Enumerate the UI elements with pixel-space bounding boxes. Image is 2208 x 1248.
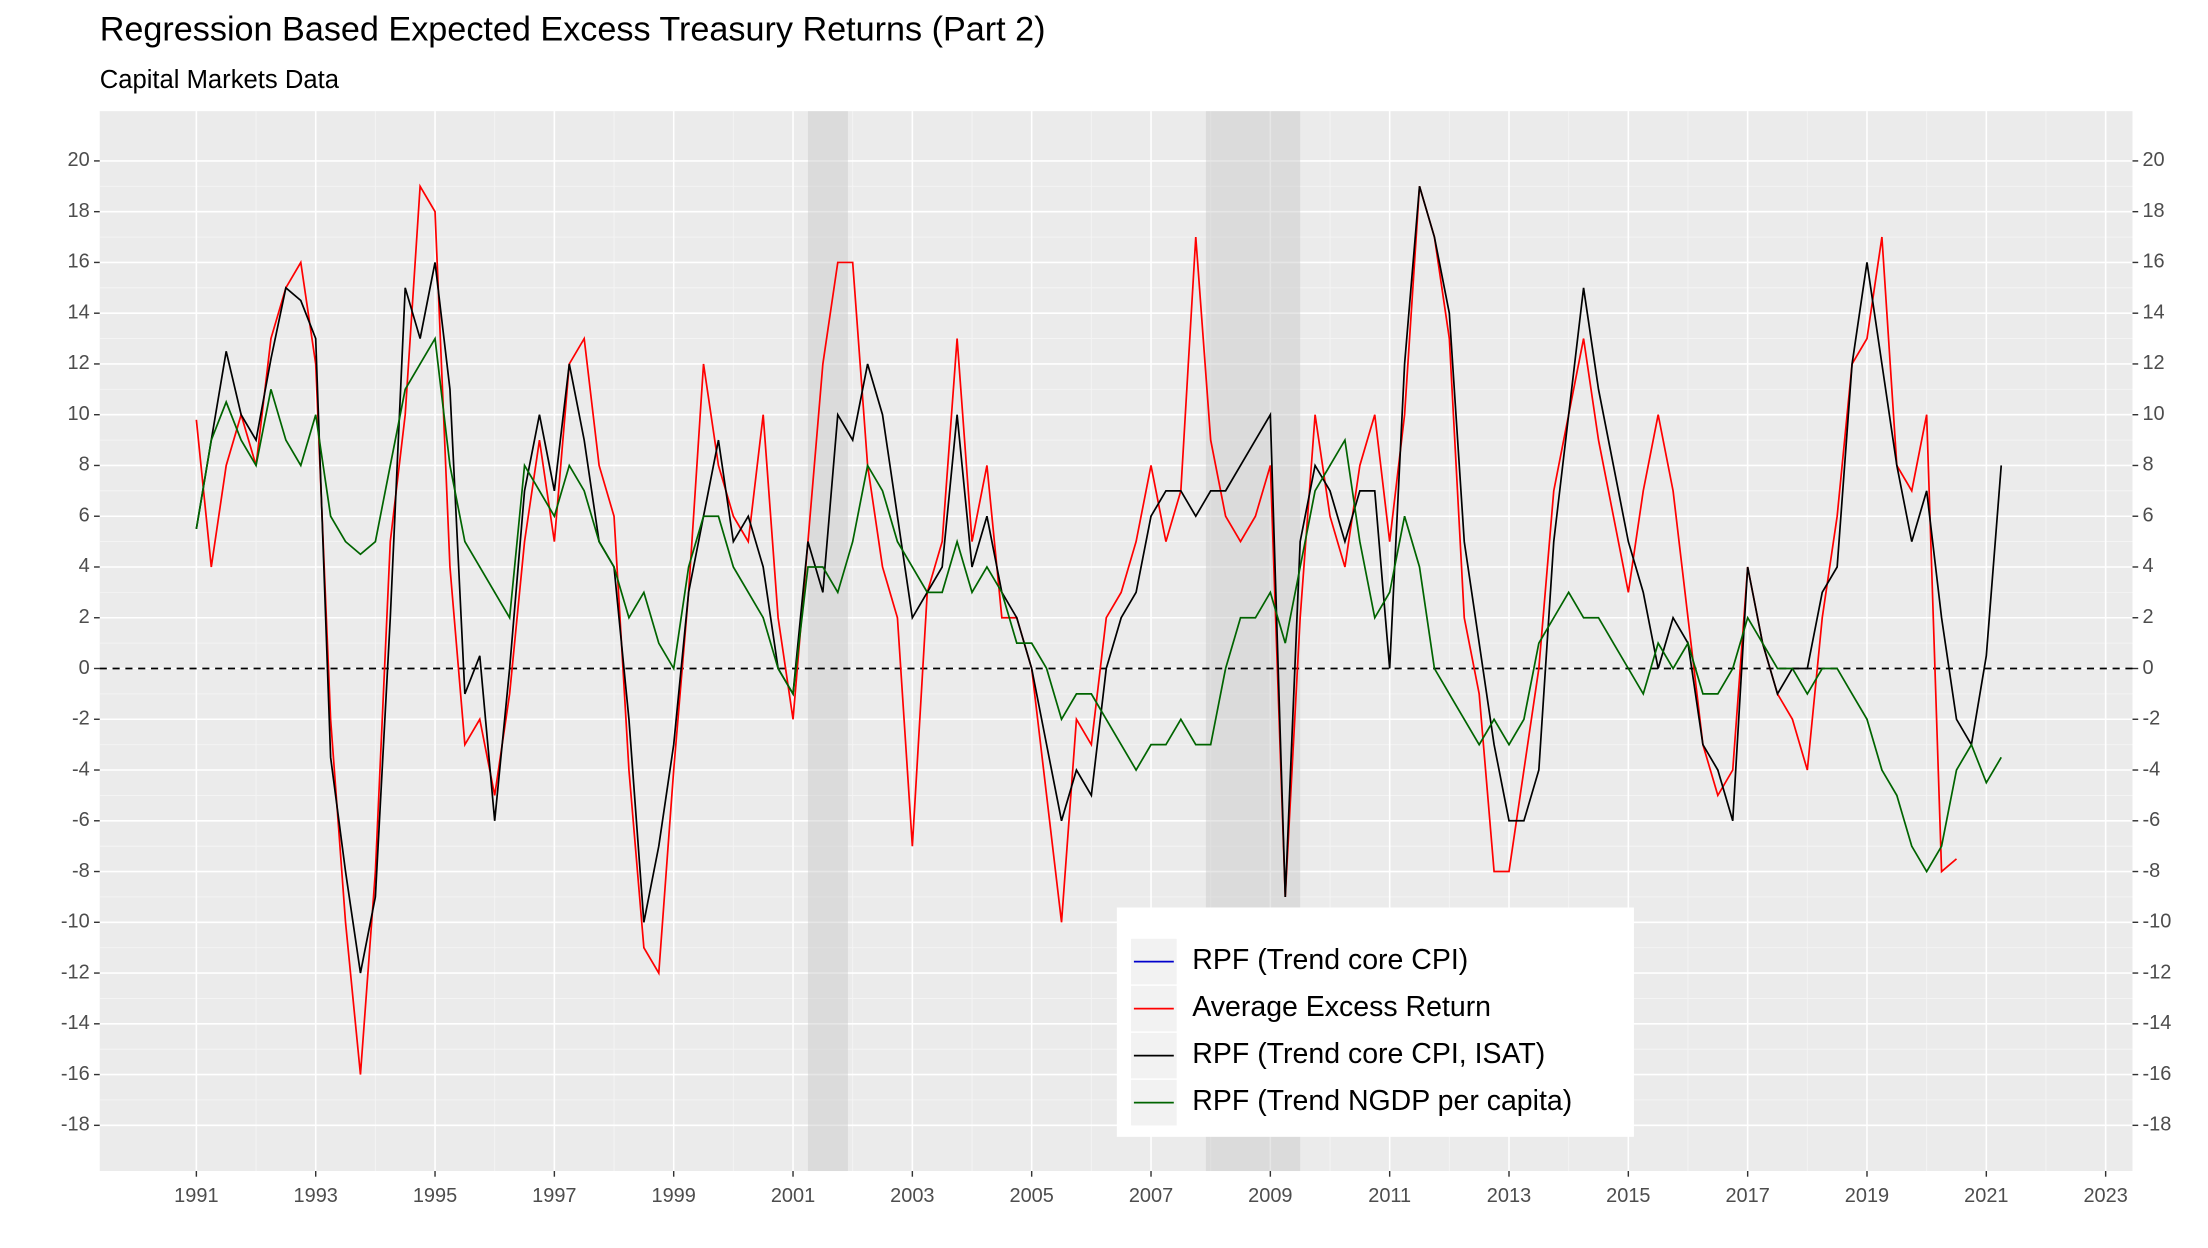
- y-tick-label: 10: [68, 403, 90, 425]
- y2-tick-label: 6: [2142, 504, 2153, 526]
- x-tick-label: 2013: [1487, 1185, 1531, 1207]
- y-tick-label: 4: [79, 555, 90, 577]
- y2-tick-label: -2: [2142, 708, 2160, 730]
- y2-tick-label: -8: [2142, 860, 2160, 882]
- y-tick-label: 12: [68, 352, 90, 374]
- y2-tick-label: -14: [2142, 1012, 2171, 1034]
- x-tick-label: 2007: [1129, 1185, 1173, 1207]
- series-line: [195, 335, 2002, 874]
- x-tick-label: 2005: [1010, 1185, 1054, 1207]
- y-tick-label: -14: [61, 1012, 90, 1034]
- legend-label: RPF (Trend core CPI, ISAT): [1192, 1038, 1545, 1070]
- y2-tick-label: -6: [2142, 809, 2160, 831]
- y-tick-label: -12: [61, 961, 90, 983]
- y-tick-label: -6: [72, 809, 90, 831]
- y2-tick-label: 4: [2142, 555, 2153, 577]
- y-tick-label: -10: [61, 911, 90, 933]
- x-tick-label: 1997: [532, 1185, 576, 1207]
- recession-band: [807, 111, 848, 1172]
- x-tick-label: 2019: [1845, 1185, 1889, 1207]
- y2-tick-label: -4: [2142, 758, 2160, 780]
- chart-subtitle: Capital Markets Data: [100, 66, 340, 94]
- x-tick-label: 1993: [294, 1185, 338, 1207]
- y2-tick-label: 8: [2142, 454, 2153, 476]
- y-tick-label: 2: [79, 606, 90, 628]
- legend-label: RPF (Trend NGDP per capita): [1192, 1085, 1572, 1117]
- x-tick-label: 2003: [890, 1185, 934, 1207]
- y-tick-label: 6: [79, 504, 90, 526]
- y2-tick-label: -10: [2142, 911, 2171, 933]
- x-tick-label: 1991: [174, 1185, 218, 1207]
- y2-tick-label: 16: [2142, 251, 2164, 273]
- x-tick-label: 2001: [771, 1185, 815, 1207]
- y-tick-label: 16: [68, 251, 90, 273]
- y2-tick-label: 12: [2142, 352, 2164, 374]
- x-tick-label: 2017: [1725, 1185, 1769, 1207]
- x-tick-label: 2021: [1964, 1185, 2008, 1207]
- series-line: [195, 186, 2003, 974]
- y-tick-label: -18: [61, 1114, 90, 1136]
- y-tick-label: 18: [68, 200, 90, 222]
- y2-tick-label: 2: [2142, 606, 2153, 628]
- y2-tick-label: -12: [2142, 961, 2171, 983]
- y-tick-label: -4: [72, 758, 90, 780]
- x-tick-label: 1995: [413, 1185, 457, 1207]
- y-tick-label: -8: [72, 860, 90, 882]
- x-tick-label: 1999: [652, 1185, 696, 1207]
- y2-tick-label: 10: [2142, 403, 2164, 425]
- y-tick-label: 14: [68, 301, 90, 323]
- x-tick-label: 2023: [2083, 1185, 2127, 1207]
- y2-tick-label: 20: [2142, 149, 2164, 171]
- legend-box: [1116, 907, 1634, 1137]
- x-tick-label: 2009: [1248, 1185, 1292, 1207]
- y2-tick-label: 18: [2142, 200, 2164, 222]
- chart-title: Regression Based Expected Excess Treasur…: [100, 10, 1046, 48]
- y2-tick-label: -16: [2142, 1063, 2171, 1085]
- legend-label: RPF (Trend core CPI): [1192, 944, 1468, 976]
- legend-label: Average Excess Return: [1192, 991, 1491, 1023]
- plot-panel: [99, 111, 2133, 1172]
- y-tick-label: 20: [68, 149, 90, 171]
- y-tick-label: -16: [61, 1063, 90, 1085]
- y-tick-label: 8: [79, 454, 90, 476]
- y-tick-label: 0: [79, 657, 90, 679]
- y-tick-label: -2: [72, 708, 90, 730]
- x-tick-label: 2015: [1606, 1185, 1650, 1207]
- x-tick-label: 2011: [1368, 1185, 1411, 1207]
- y2-tick-label: -18: [2142, 1114, 2171, 1136]
- y2-tick-label: 0: [2142, 657, 2153, 679]
- y2-tick-label: 14: [2142, 301, 2164, 323]
